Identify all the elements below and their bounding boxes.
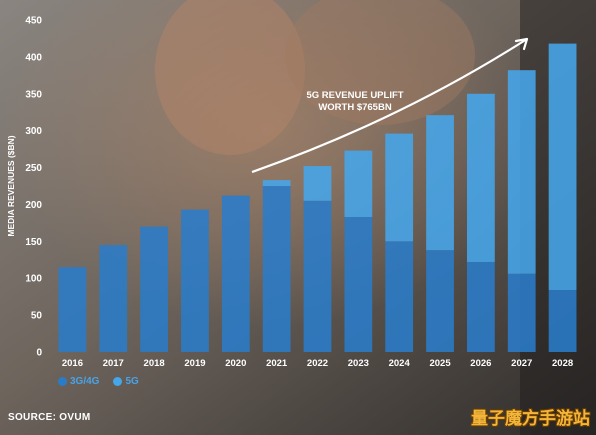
annotation-line-1: 5G REVENUE UPLIFT: [306, 90, 403, 101]
bar-5g-2023: [344, 150, 373, 217]
annotation-line-2: WORTH $765BN: [318, 102, 392, 113]
bar-3g4g-2027: [507, 273, 536, 352]
bar-3g4g-2017: [99, 245, 128, 352]
x-tick-label: 2016: [62, 358, 83, 369]
y-axis-label: MEDIA REVENUES ($BN): [6, 135, 16, 236]
x-tick-label: 2027: [511, 358, 532, 369]
y-tick-label: 400: [25, 52, 42, 63]
legend-label-5g: 5G: [125, 376, 139, 387]
y-tick-label: 200: [25, 200, 42, 211]
legend-swatch-5g: [113, 377, 123, 386]
y-tick-label: 0: [36, 348, 42, 359]
source-label: SOURCE: OVUM: [8, 412, 91, 423]
y-tick-label: 150: [25, 237, 42, 248]
y-tick-label: 250: [25, 163, 42, 174]
x-tick-label: 2026: [470, 358, 491, 369]
arrow-head-icon: [514, 37, 529, 51]
bar-5g-2026: [467, 93, 495, 262]
x-tick-label: 2021: [266, 358, 288, 369]
bar-5g-2024: [385, 133, 414, 242]
bar-3g4g-2016: [58, 267, 87, 352]
uplift-arrow: [251, 38, 528, 174]
chart-legend: 3G/4G 5G: [58, 376, 139, 387]
x-tick-label: 2020: [225, 358, 246, 369]
bar-5g-2021: [262, 180, 291, 186]
x-tick-label: 2022: [307, 358, 328, 369]
y-tick-label: 300: [25, 126, 42, 137]
bar-3g4g-2019: [181, 209, 209, 352]
x-tick-label: 2025: [429, 358, 451, 369]
bar-3g4g-2021: [262, 186, 291, 352]
bar-5g-2022: [303, 166, 332, 201]
y-tick-label: 350: [25, 89, 42, 100]
legend-swatch-3g4g: [58, 377, 67, 386]
y-tick-label: 450: [25, 16, 42, 27]
site-watermark: 量子魔方手游站: [471, 409, 590, 428]
bar-3g4g-2026: [467, 261, 495, 352]
bar-3g4g-2025: [426, 250, 454, 352]
bar-5g-2027: [507, 70, 536, 274]
x-tick-label: 2017: [103, 358, 124, 369]
y-tick-label: 50: [31, 311, 43, 322]
bar-5g-2028: [548, 43, 577, 291]
legend-item-5g: 5G: [113, 376, 139, 387]
bar-3g4g-2022: [303, 200, 332, 352]
bar-3g4g-2028: [548, 290, 577, 352]
bar-3g4g-2018: [140, 226, 169, 352]
bar-3g4g-2024: [385, 241, 414, 352]
legend-item-3g4g: 3G/4G: [58, 376, 99, 387]
bar-3g4g-2020: [221, 195, 250, 352]
y-tick-label: 100: [25, 274, 42, 285]
bar-5g-2025: [426, 115, 454, 251]
legend-label-3g4g: 3G/4G: [70, 376, 100, 387]
x-tick-label: 2024: [389, 358, 411, 369]
bar-3g4g-2023: [344, 216, 373, 352]
x-tick-label: 2023: [348, 358, 369, 369]
x-tick-label: 2018: [144, 358, 165, 369]
x-tick-label: 2019: [184, 358, 205, 369]
x-tick-label: 2028: [552, 358, 573, 369]
